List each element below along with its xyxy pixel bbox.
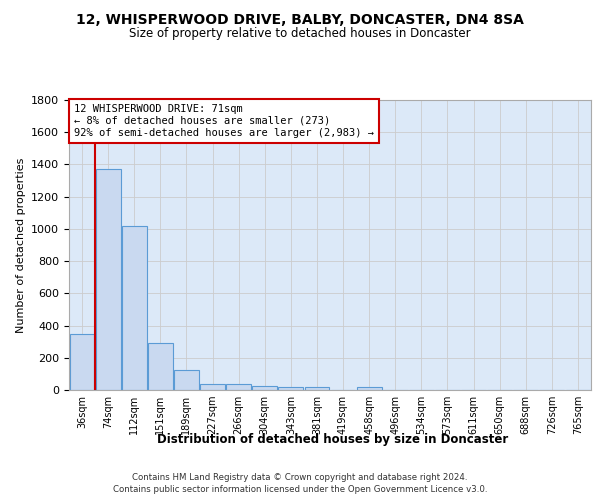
Text: 12, WHISPERWOOD DRIVE, BALBY, DONCASTER, DN4 8SA: 12, WHISPERWOOD DRIVE, BALBY, DONCASTER,… (76, 12, 524, 26)
Text: Distribution of detached houses by size in Doncaster: Distribution of detached houses by size … (157, 432, 509, 446)
Bar (278, 387, 303, 390)
Text: Contains HM Land Registry data © Crown copyright and database right 2024.: Contains HM Land Registry data © Crown c… (132, 472, 468, 482)
Bar (253, 386, 277, 390)
Bar (174, 370, 199, 390)
Bar (70, 334, 94, 390)
Text: Size of property relative to detached houses in Doncaster: Size of property relative to detached ho… (129, 28, 471, 40)
Bar (357, 387, 382, 390)
Bar (226, 384, 251, 390)
Y-axis label: Number of detached properties: Number of detached properties (16, 158, 26, 332)
Bar (148, 344, 173, 390)
Bar (200, 384, 225, 390)
Bar (305, 387, 329, 390)
Text: Contains public sector information licensed under the Open Government Licence v3: Contains public sector information licen… (113, 485, 487, 494)
Text: 12 WHISPERWOOD DRIVE: 71sqm
← 8% of detached houses are smaller (273)
92% of sem: 12 WHISPERWOOD DRIVE: 71sqm ← 8% of deta… (74, 104, 374, 138)
Bar (122, 226, 146, 390)
Bar (96, 170, 121, 390)
